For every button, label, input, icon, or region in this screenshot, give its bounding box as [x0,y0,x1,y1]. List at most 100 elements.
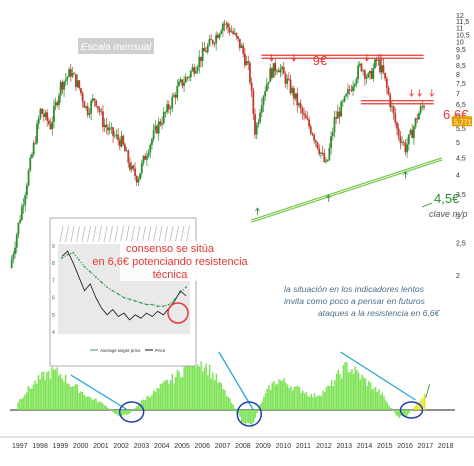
indicator-bar [336,373,338,410]
candle-body [288,79,290,80]
candle-body [72,73,74,77]
candle-body [252,91,254,114]
candle-body [198,57,200,67]
indicator-bar [83,395,85,410]
indicator-bar [155,392,157,410]
x-tick-label: 1998 [32,443,48,450]
indicator-bar [312,397,314,410]
indicator-bar [175,377,177,410]
indicator-bar [73,386,75,410]
indicator-bar [288,388,290,410]
candle-body [126,151,128,152]
indicator-bar [160,384,162,410]
indicator-bar [192,363,194,410]
candle-body [372,68,374,79]
indicator-bar [70,387,72,410]
indicator-bar [24,395,26,410]
candle-body [312,133,314,135]
candle-body [423,106,425,107]
candle-body [170,109,172,110]
candle-body [367,73,369,77]
y-tick-label: 5,5 [456,126,466,133]
indicator-bar [28,386,30,410]
y-axis: 1211,51110,5109,598,587,576,565,554,543,… [456,13,470,280]
candle-body [381,65,383,72]
candle-body [55,102,57,106]
indicator-bar [189,366,191,410]
indicator-bar [112,410,114,412]
indicator-bar [87,396,89,410]
candle-body [176,86,178,98]
indicator-bar [292,391,294,410]
inset-target-point [168,304,170,306]
candle-body [323,153,325,162]
inset-target-point [146,304,148,306]
candle-body [225,23,227,24]
last-price-label: 5,771 [454,119,472,126]
indicator-bar [412,409,414,410]
indicator-bar [261,402,263,410]
candle-body [212,40,214,43]
indicator-bar [38,375,40,410]
indicator-bar [211,378,213,410]
indicator-bar [395,410,397,415]
inset-target-point [101,281,103,283]
candle-body [124,145,126,152]
indicator-bar [92,400,94,410]
indicator-bar [227,397,229,410]
indicator-bar [371,389,373,410]
x-tick-label: 2005 [174,443,190,450]
candle-body [70,69,72,76]
candle-body [77,80,79,87]
indicator-bar [126,410,128,415]
candle-body [40,109,42,118]
candle-body [396,123,398,129]
candle-body [31,154,33,157]
candle-body [12,254,14,259]
indicator-bar [33,385,35,410]
indicator-bar [26,392,28,410]
candle-body [308,120,310,127]
candle-body [386,79,388,88]
indicator-bar [266,389,268,410]
candle-body [48,121,50,124]
indicator-bar [216,374,218,410]
y-tick-label: 5 [456,140,460,147]
candle-body [356,79,358,84]
candle-body [68,69,70,77]
indicator-bar [375,387,377,410]
indicator-bar [148,397,150,410]
indicator-bar [172,374,174,410]
candle-body [16,235,18,248]
indicator-bar [128,410,130,414]
indicator-bar [187,361,189,410]
indicator-bar [104,405,106,410]
indicator-bar [153,390,155,410]
indicator-bar [390,408,392,410]
indicator-bar [219,382,221,410]
inset-target-point [134,300,136,302]
indicator-bar [202,371,204,410]
indicator-bar [82,392,84,410]
candle-body [227,23,229,27]
indicator-bar [168,384,170,410]
indicator-bar [321,396,323,410]
indicator-bar [222,389,224,410]
y-tick-label: 9 [456,55,460,62]
indicator-bar [51,367,53,410]
inset-target-point [163,305,165,307]
inset-target-point [95,276,97,278]
candle-body [99,109,101,113]
candle-body [200,57,202,61]
candle-body [175,95,177,98]
candle-body [241,45,243,47]
candle-body [261,105,263,112]
indicator-bar [388,406,390,410]
indicator-bar [280,380,282,410]
candle-body [143,156,145,163]
x-tick-label: 2013 [336,443,352,450]
x-tick-label: 1999 [53,443,69,450]
candle-body [244,54,246,66]
candle-body [141,163,143,173]
